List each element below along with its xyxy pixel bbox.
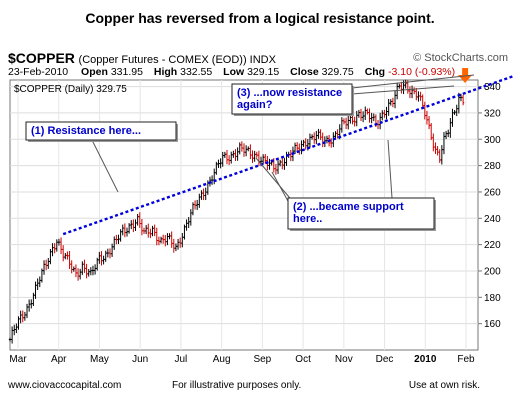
close-label: Close <box>290 66 319 78</box>
change-label: Chg <box>364 66 386 78</box>
chart-legend: $COPPER (Daily) 329.75 <box>14 84 127 95</box>
y-tick-label: 260 <box>484 187 501 198</box>
x-tick-label: Mar <box>9 354 27 365</box>
footer-disclaimer: For illustrative purposes only. <box>172 380 302 391</box>
y-tick-label: 220 <box>484 240 501 251</box>
y-tick-label: 340 <box>484 82 501 93</box>
symbol-row: $COPPER (Copper Futures - COMEX (EOD)) I… <box>8 50 276 66</box>
callout-resistance-pointer <box>91 139 119 193</box>
change-value: -3.10 (-0.93%) <box>388 66 456 78</box>
x-tick-label: Apr <box>51 354 67 365</box>
quote-date: 23-Feb-2010 <box>8 66 69 78</box>
high-label: High <box>153 66 178 78</box>
brand-label: © StockCharts.com <box>413 52 508 64</box>
footer-website: www.ciovaccocapital.com <box>8 380 122 391</box>
low-value: 329.15 <box>247 66 280 78</box>
y-tick-label: 180 <box>484 293 501 304</box>
x-tick-label: Oct <box>295 354 311 365</box>
callout-now-resistance-pointer <box>351 85 455 95</box>
x-tick-label: Aug <box>213 354 231 365</box>
callout-now-resistance-box <box>231 83 353 115</box>
callout-support-box <box>287 197 435 230</box>
callout-now-resistance-text-line2: again? <box>237 99 273 111</box>
callout-support-text: (2) ...became support <box>293 201 404 213</box>
x-tick-label: Jul <box>175 354 188 365</box>
x-tick-label: May <box>90 354 109 365</box>
footer-risk: Use at own risk. <box>408 380 480 391</box>
x-tick-label: Nov <box>335 354 353 365</box>
y-tick-label: 280 <box>484 161 501 172</box>
reversal-arrow-head <box>458 75 473 84</box>
y-tick-label: 300 <box>484 135 501 146</box>
y-tick-label: 240 <box>484 214 501 225</box>
symbol-description: (Copper Futures - COMEX (EOD)) INDX <box>78 54 276 66</box>
low-label: Low <box>223 66 245 78</box>
close-value: 329.75 <box>321 66 354 78</box>
x-tick-label: Jun <box>132 354 148 365</box>
x-tick-label: 2010 <box>414 354 437 365</box>
callout-resistance-box <box>25 121 177 141</box>
x-tick-label: Sep <box>253 354 271 365</box>
y-tick-label: 160 <box>484 319 501 330</box>
x-tick-label: Feb <box>457 354 475 365</box>
reversal-arrow-shaft <box>462 68 469 76</box>
ohlc-row: 23-Feb-2010 Open 331.95 High 332.55 Low … <box>8 66 510 78</box>
callout-support-pointer <box>387 139 393 199</box>
chart-container: 160 180 200 220 240 260 280 300 320 340 Mar Apr May J… <box>8 68 515 365</box>
open-value: 331.95 <box>110 66 143 78</box>
open-label: Open <box>81 66 108 78</box>
price-chart: 160 180 200 220 240 260 280 300 320 340 Mar Apr May J… <box>8 68 515 365</box>
high-value: 332.55 <box>180 66 213 78</box>
callout-resistance-text: (1) Resistance here... <box>31 125 141 137</box>
x-tick-label: Dec <box>376 354 394 365</box>
callout-support-text-line2: here.. <box>293 213 322 225</box>
symbol: $COPPER <box>8 50 75 66</box>
callout-now-resistance-pointer <box>351 74 475 89</box>
y-tick-label: 200 <box>484 266 501 277</box>
resistance-trendline <box>62 74 515 236</box>
callout-now-resistance-text: (3) ...now resistance <box>237 87 342 99</box>
headline: Copper has reversed from a logical resis… <box>85 10 435 26</box>
y-tick-label: 320 <box>484 108 501 119</box>
